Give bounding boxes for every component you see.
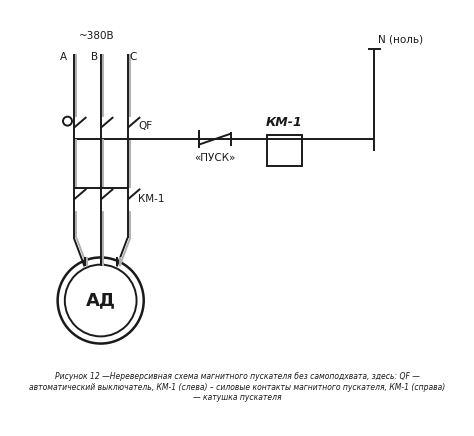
Text: КМ-1: КМ-1 xyxy=(266,116,303,129)
Text: АД: АД xyxy=(86,292,116,310)
Bar xyxy=(266,135,302,166)
Text: ~380В: ~380В xyxy=(78,31,114,41)
Text: Рисунок 12 —Нереверсивная схема магнитного пускателя без самоподхвата, здесь: QF: Рисунок 12 —Нереверсивная схема магнитно… xyxy=(29,372,445,402)
Text: «ПУСК»: «ПУСК» xyxy=(194,153,236,164)
Text: B: B xyxy=(91,51,98,61)
Text: КМ-1: КМ-1 xyxy=(138,194,165,204)
Text: N (ноль): N (ноль) xyxy=(378,34,423,44)
Text: QF: QF xyxy=(138,121,153,131)
Text: A: A xyxy=(59,51,67,61)
Text: C: C xyxy=(129,51,137,61)
